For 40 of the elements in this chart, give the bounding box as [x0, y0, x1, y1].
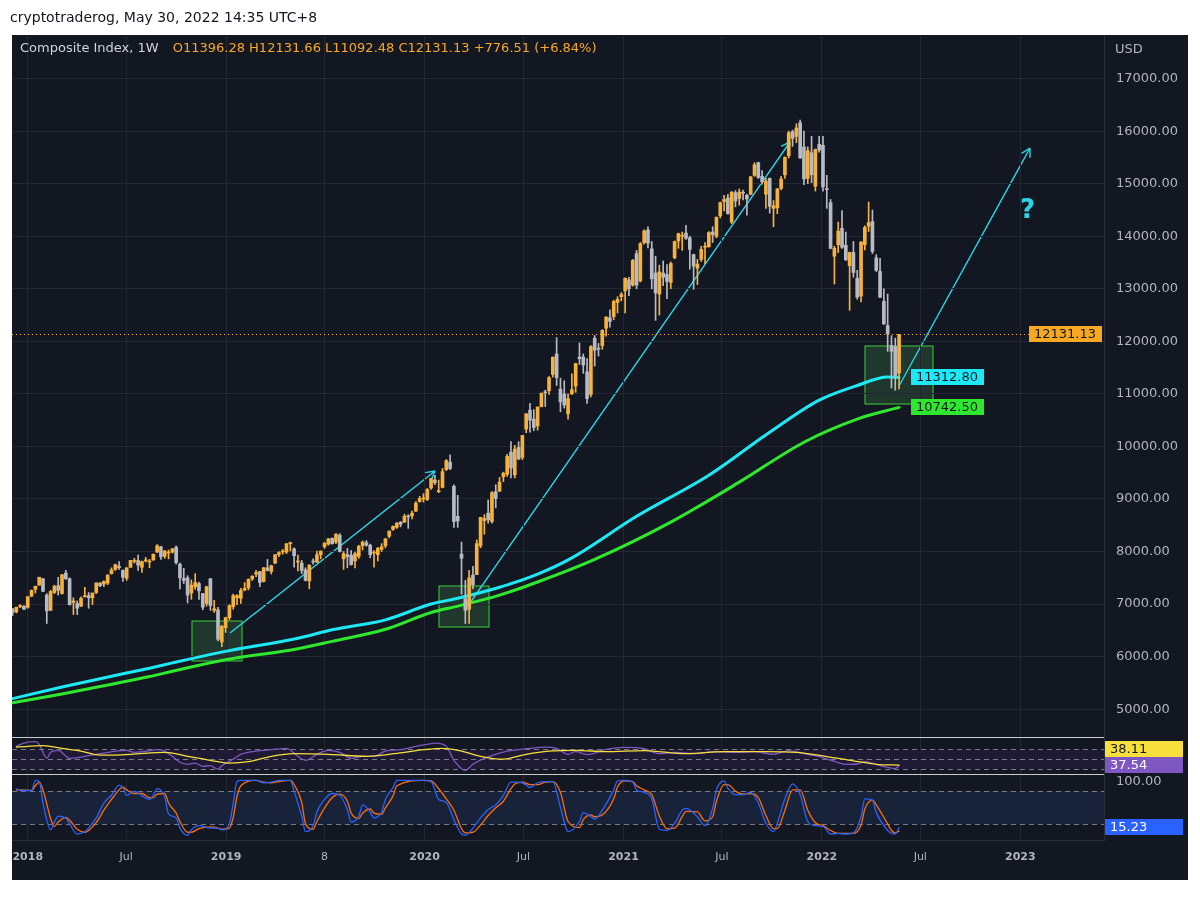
ref-line-label: 12131.13 [1034, 326, 1097, 342]
text: 15.23 [1110, 819, 1148, 835]
x-tick-label: Jul [118, 850, 133, 864]
data-label: 10742.50 [916, 399, 979, 415]
chart-title: Composite Index, 1W [20, 40, 159, 55]
y-tick-label: 14000.00 [1116, 227, 1179, 243]
annotation: ? [1020, 194, 1036, 225]
y-tick-label: 5000.00 [1116, 700, 1170, 716]
y-tick-label: 10000.00 [1116, 437, 1179, 453]
candlestick [37, 576, 42, 586]
text: 37.54 [1110, 757, 1148, 773]
x-tick-label: 8 [321, 850, 329, 864]
data-label: 11312.80 [916, 369, 979, 385]
text: cryptotraderog, May 30, 2022 14:35 UTC+8 [10, 9, 318, 26]
chart-subtitle: O11396.28 H12131.66 L11092.48 C12131.13 +776.51 (+6.84%) [172, 40, 597, 55]
candlestick [41, 577, 45, 592]
x-tick-label: Jul [515, 850, 531, 864]
text: 100.00 [1116, 773, 1162, 789]
y-tick-label: 9000.00 [1116, 490, 1170, 506]
y-tick-label: 12000.00 [1116, 332, 1179, 348]
x-tick-label: 2023 [1004, 850, 1036, 864]
y-tick-label: 16000.00 [1116, 122, 1179, 138]
y-tick-label: 13000.00 [1116, 280, 1179, 296]
y-tick-label: 17000.00 [1116, 69, 1179, 85]
x-tick-label: Jul [912, 850, 927, 864]
x-tick-label: 2022 [806, 850, 838, 864]
y-tick-label: 8000.00 [1116, 542, 1170, 558]
x-tick-label: Jul [714, 850, 729, 864]
x-tick-label: 2020 [409, 850, 441, 864]
y-tick-label: 15000.00 [1116, 175, 1179, 191]
y-tick-label: 7000.00 [1116, 595, 1170, 611]
y-tick-label: 6000.00 [1116, 647, 1170, 663]
y-axis-title: USD [1115, 41, 1143, 56]
x-tick-label: 2018 [12, 850, 44, 864]
y-tick-label: 11000.00 [1116, 385, 1179, 401]
text: 38.11 [1110, 741, 1148, 757]
candlestick [273, 554, 277, 564]
x-tick-label: 2021 [608, 850, 639, 864]
x-tick-label: 2019 [210, 850, 242, 864]
candlestick [22, 605, 26, 610]
